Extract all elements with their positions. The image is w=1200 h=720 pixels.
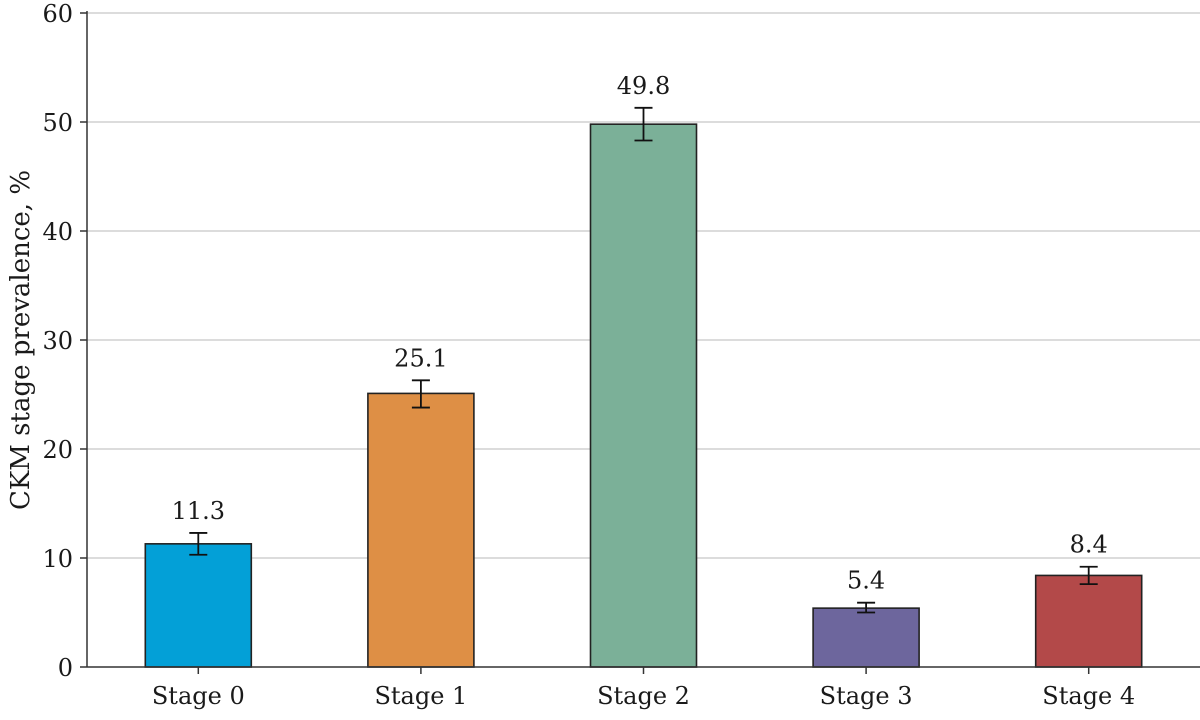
y-tick-label: 0 [58, 654, 73, 682]
x-tick-label: Stage 0 [152, 682, 245, 710]
y-axis-title: CKM stage prevalence, % [6, 170, 36, 510]
axes [80, 11, 1200, 674]
y-tick-label: 40 [42, 218, 73, 246]
data-label: 8.4 [1070, 531, 1108, 559]
y-tick-label: 30 [42, 327, 73, 355]
bar [589, 123, 698, 668]
bar [367, 392, 475, 668]
x-tick-label: Stage 4 [1042, 682, 1135, 710]
labels: 0 10 20 30 40 50 60 11.3 Stage 0 25.1 Stage 1 49.8 S… [42, 0, 1135, 710]
x-tick-label: Stage 2 [597, 682, 690, 710]
data-label: 49.8 [617, 72, 670, 100]
bars [144, 106, 1143, 668]
x-tick-label: Stage 3 [820, 682, 913, 710]
y-tick-label: 60 [42, 0, 73, 28]
bar [1034, 574, 1143, 668]
y-tick-label: 10 [42, 545, 73, 573]
bar [812, 607, 920, 668]
data-label: 11.3 [172, 497, 225, 525]
x-tick-label: Stage 1 [374, 682, 467, 710]
y-tick-label: 20 [42, 436, 73, 464]
y-tick-label: 50 [42, 109, 73, 137]
data-label: 5.4 [847, 567, 885, 595]
bar [144, 543, 253, 668]
data-label: 25.1 [394, 344, 447, 372]
